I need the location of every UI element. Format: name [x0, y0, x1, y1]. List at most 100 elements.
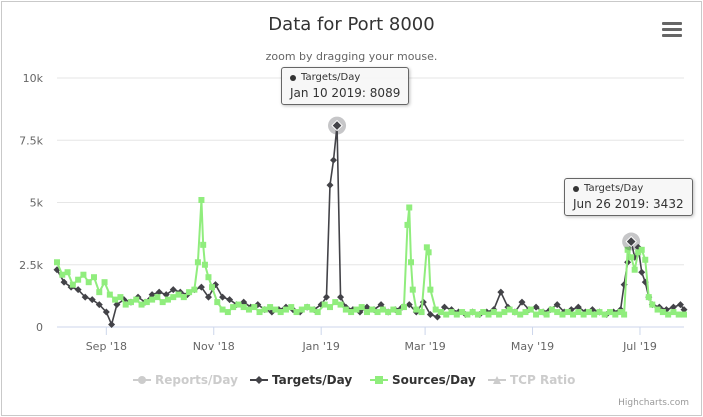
highlighted-point [625, 235, 637, 248]
data-point-targets [240, 298, 248, 306]
legend-item-reports-day[interactable]: Reports/Day [133, 371, 238, 389]
data-point-targets [169, 286, 177, 294]
tooltip-value: Jan 10 2019: 8089 [290, 86, 401, 100]
data-point-targets [638, 268, 646, 276]
chart-subtitle: zoom by dragging your mouse. [265, 50, 438, 63]
data-point-targets [680, 306, 688, 314]
data-point-sources [205, 274, 212, 281]
data-point-sources [298, 306, 305, 313]
data-point-sources [538, 309, 545, 316]
tooltip-peak-jun: Targets/Day Jun 26 2019: 3432 [564, 178, 693, 216]
data-point-sources [348, 309, 355, 316]
data-point-sources [90, 274, 97, 281]
data-point-sources [75, 276, 82, 283]
data-point-sources [200, 241, 207, 248]
legend-label: Reports/Day [155, 373, 238, 387]
data-point-sources [425, 249, 432, 256]
square-marker-icon [370, 376, 388, 384]
data-point-sources [288, 304, 295, 311]
data-point-sources [122, 301, 129, 308]
data-point-targets [162, 291, 170, 299]
data-point-targets [113, 301, 121, 309]
data-point-sources [448, 309, 455, 316]
data-point-sources [230, 304, 237, 311]
data-point-sources [612, 311, 619, 318]
data-point-targets [254, 301, 262, 309]
legend-label: Targets/Day [272, 373, 353, 387]
data-point-targets [148, 291, 156, 299]
y-tick-label: 0 [36, 321, 43, 334]
data-point-sources [385, 309, 392, 316]
legend-item-tcp-ratio[interactable]: TCP Ratio [488, 371, 575, 389]
data-point-sources [628, 254, 635, 261]
data-point-sources [219, 306, 226, 313]
data-point-sources [390, 306, 397, 313]
chart-title: Data for Port 8000 [268, 14, 435, 35]
data-point-sources [332, 299, 339, 306]
data-point-sources [645, 294, 652, 301]
tooltip-dot-icon [290, 74, 296, 81]
data-point-sources [517, 311, 524, 318]
data-point-targets [95, 301, 103, 309]
data-point-sources [337, 301, 344, 308]
data-point-sources [496, 311, 503, 318]
data-point-targets [322, 293, 330, 301]
data-point-sources [127, 299, 134, 306]
legend-item-targets-day[interactable]: Targets/Day [250, 371, 352, 389]
tooltip-dot-icon [573, 185, 579, 192]
data-point-sources [85, 279, 92, 286]
data-point-sources [533, 311, 540, 318]
y-tick-label: 10k [23, 72, 44, 85]
data-point-sources [464, 311, 471, 318]
data-point-sources [154, 294, 161, 301]
x-tick-label: Nov '18 [193, 340, 235, 353]
data-point-sources [224, 309, 231, 316]
data-point-sources [635, 249, 642, 256]
data-point-sources [379, 306, 386, 313]
data-point-sources [480, 309, 487, 316]
data-point-sources [548, 306, 555, 313]
data-point-sources [194, 259, 201, 266]
x-tick-label: Mar '19 [404, 340, 445, 353]
data-point-sources [251, 304, 258, 311]
data-point-sources [617, 309, 624, 316]
data-point-targets [337, 293, 345, 301]
legend-item-sources-day[interactable]: Sources/Day [370, 371, 476, 389]
data-point-sources [649, 301, 656, 308]
data-point-targets [330, 156, 338, 164]
data-point-targets [155, 288, 163, 296]
data-point-targets [377, 301, 385, 309]
data-point-targets [405, 301, 413, 309]
data-point-targets [204, 293, 212, 301]
data-point-targets [676, 301, 684, 309]
data-point-sources [106, 291, 113, 298]
data-point-sources [272, 306, 279, 313]
data-point-sources [240, 304, 247, 311]
legend-label: Sources/Day [392, 373, 476, 387]
data-point-sources [580, 311, 587, 318]
hamburger-menu-icon[interactable] [660, 20, 684, 40]
data-point-targets [518, 298, 526, 306]
data-point-sources [591, 311, 598, 318]
x-tick-label: Jul '19 [622, 340, 657, 353]
data-point-targets [669, 303, 677, 311]
data-point-sources [133, 296, 140, 303]
data-point-sources [559, 311, 566, 318]
tooltip-series-name: Targets/Day [584, 183, 644, 194]
data-point-targets [108, 321, 116, 329]
data-point-sources [432, 306, 439, 313]
data-point-sources [143, 299, 150, 306]
data-point-sources [681, 311, 687, 318]
x-tick-label: Jan '19 [301, 340, 339, 353]
y-tick-label: 7.5k [19, 134, 43, 147]
data-point-sources [624, 246, 631, 253]
data-point-sources [358, 304, 365, 311]
data-point-targets [574, 303, 582, 311]
data-point-sources [80, 271, 87, 278]
data-point-sources [159, 299, 166, 306]
credits-link[interactable]: Highcharts.com [618, 398, 689, 408]
data-point-targets [553, 301, 561, 309]
data-point-sources [256, 309, 263, 316]
data-point-targets [433, 313, 441, 321]
data-point-sources [326, 304, 333, 311]
